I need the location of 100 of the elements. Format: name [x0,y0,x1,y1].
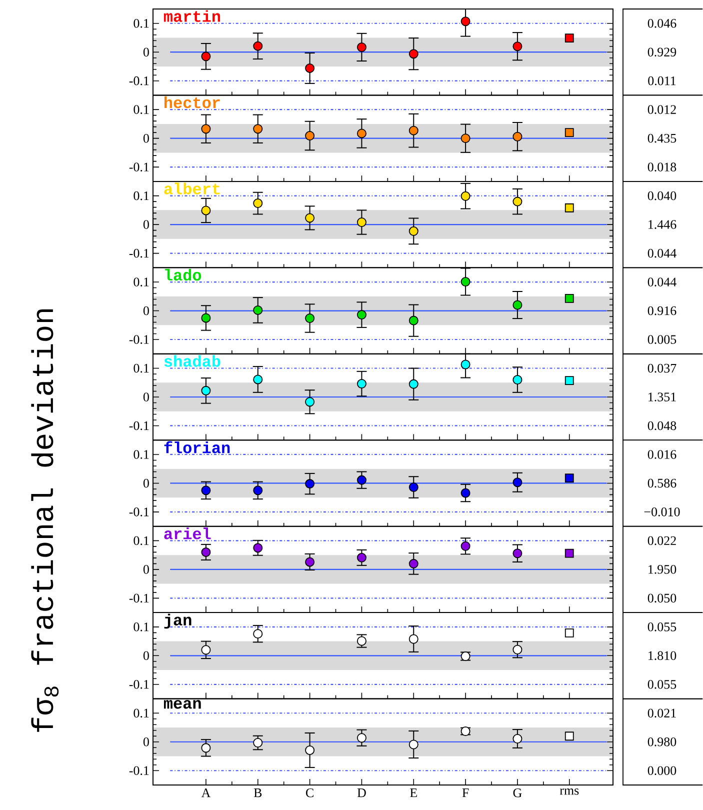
point [201,743,211,753]
point [253,543,263,553]
y-tick-label: 0 [143,478,149,488]
point [564,474,574,482]
point [564,548,574,558]
y-tick-label: -0.1 [129,508,149,516]
text: 0.586 [648,478,676,488]
point [305,745,315,755]
point [564,128,574,138]
y-tick-label: 0.1 [134,622,149,632]
text: 0.435 [648,134,676,143]
y-tick-label: -0.1 [129,766,149,776]
y-tick-label: 0.1 [134,364,149,373]
y-tick-label: 0 [143,565,149,574]
y-tick-label: 0 [143,392,149,402]
point [512,375,522,384]
text: −0.010 [644,508,680,516]
point [305,479,315,489]
point [305,557,315,567]
point [408,740,418,750]
y-tick-label: -0.1 [129,680,149,689]
point [512,132,522,142]
point [512,42,522,52]
text: 0.012 [648,105,676,114]
x-tick-label: F [462,788,469,798]
point [356,42,366,52]
text: 0.055 [648,622,676,632]
text: martin [164,10,220,22]
point [201,486,211,496]
text: 0.980 [648,737,676,746]
x-tick-label: G [513,788,522,798]
point [253,486,263,496]
text: 0.040 [648,191,676,200]
point [408,379,418,389]
text: 0.050 [648,594,676,603]
point [564,376,574,386]
point [253,629,263,639]
text: lado [165,268,202,281]
point [460,16,470,26]
point [305,63,315,73]
text: 1.950 [648,565,676,574]
y-tick-label: 0 [143,220,149,229]
y-tick-label: 0 [143,737,149,746]
point [512,478,522,488]
y-tick-label: 0.1 [134,536,149,546]
text: 0.044 [648,248,676,258]
point [564,203,574,212]
x-tick-label: rms [560,788,579,795]
point [408,558,418,568]
text: 0.916 [648,306,676,316]
point [408,316,418,326]
text: 0.929 [648,48,676,57]
point [512,548,522,558]
y-tick-label: 0.1 [134,18,149,28]
point [512,196,522,206]
point [408,634,418,644]
point [356,218,366,227]
point [408,482,418,492]
point [356,475,366,485]
series-label: albert [164,182,220,194]
point [408,49,418,59]
y-tick-label: -0.1 [129,76,149,86]
point [460,360,470,370]
text: 0.018 [648,162,676,172]
point [201,206,211,216]
text: florian [164,441,230,454]
point [356,552,366,562]
point [356,310,366,320]
text: 0.055 [648,680,676,689]
text: 1.446 [648,220,676,229]
point [305,397,315,407]
point [201,547,211,557]
y-axis-title: fσ$_{8}$ fractional deviation [31,309,59,732]
point [356,379,366,389]
y-tick-label: 0.1 [134,450,149,459]
point [460,276,470,286]
point [305,313,315,323]
point [460,191,470,201]
point [305,130,315,140]
point [564,294,574,303]
series-label: hector [164,96,220,108]
point [408,226,418,236]
y-tick-label: 0.1 [134,105,149,114]
point [201,52,211,62]
y-tick-label: -0.1 [129,421,149,430]
point [460,488,470,498]
x-tick-label: B [254,788,262,798]
point [253,305,263,315]
series-label: shadab [164,355,220,367]
text: 0.016 [648,450,676,459]
text: 0.044 [648,278,676,286]
series-label: ariel [164,528,211,540]
y-tick-label: -0.1 [129,335,149,344]
point [564,732,574,741]
point [512,300,522,310]
text: 1.351 [648,392,676,402]
text: 0.005 [648,335,676,344]
y-tick-label: 0.1 [134,708,149,718]
text: 0.021 [648,708,676,718]
point [460,541,470,551]
